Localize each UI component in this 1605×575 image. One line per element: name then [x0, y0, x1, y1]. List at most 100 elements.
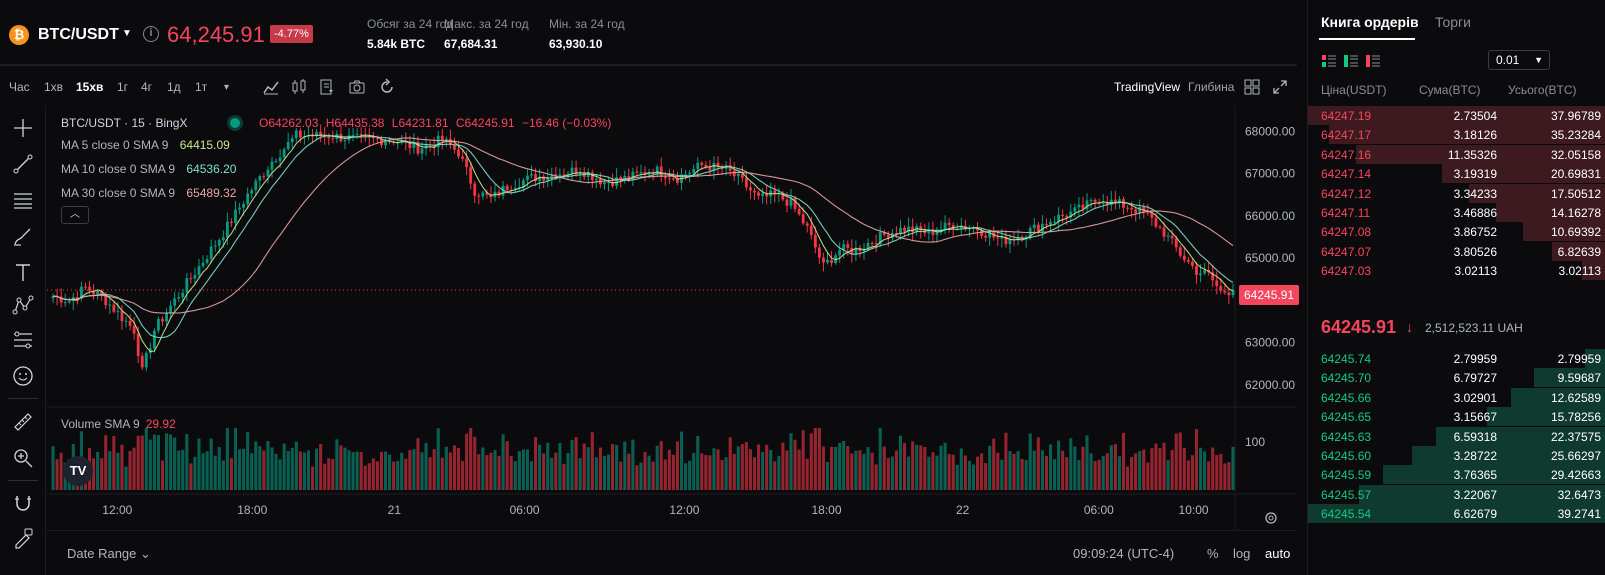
timeframe-time[interactable]: Час	[9, 80, 30, 94]
precision-select[interactable]: 0.01 ▼	[1488, 50, 1550, 70]
candle-body	[157, 319, 160, 331]
candlestick-plot[interactable]: 68000.0067000.0066000.0065000.0064000.00…	[47, 106, 1297, 530]
bid-row[interactable]: 64245.70 6.79727 9.59687	[1308, 368, 1605, 388]
chart-settings-icon[interactable]	[1263, 510, 1279, 526]
row-amount: 3.86752	[1453, 225, 1497, 240]
fullscreen-icon[interactable]	[1271, 78, 1289, 96]
volume-bar	[509, 455, 513, 490]
book-asks-icon[interactable]	[1366, 55, 1380, 67]
depth-bar	[1436, 426, 1605, 446]
chevron-down-icon[interactable]: ▼	[122, 28, 132, 39]
bid-row[interactable]: 64245.63 6.59318 22.37575	[1308, 426, 1605, 446]
ask-row[interactable]: 64247.14 3.19319 20.69831	[1308, 164, 1605, 184]
volume-bar	[254, 441, 258, 490]
depth-tab[interactable]: Глибина	[1188, 80, 1235, 94]
candle-body	[1154, 217, 1158, 227]
row-amount: 3.02901	[1453, 390, 1497, 405]
candle-body	[1158, 226, 1162, 228]
text-tool-icon[interactable]	[11, 260, 35, 284]
tradingview-logo[interactable]: TV	[63, 456, 93, 486]
horizontal-lines-icon[interactable]	[11, 188, 35, 212]
candle-body	[1203, 270, 1207, 274]
book-bids-icon[interactable]	[1344, 55, 1358, 67]
time-tick-label: 12:00	[669, 503, 699, 517]
ask-row[interactable]: 64247.19 2.73504 37.96789	[1308, 106, 1605, 125]
layout-grid-icon[interactable]	[1243, 78, 1261, 96]
ma5-legend[interactable]: MA 5 close 0 SMA 9 64415.09	[61, 138, 230, 152]
volume-bar	[724, 457, 728, 490]
timeframe-4h[interactable]: 4г	[141, 80, 153, 94]
log-scale-button[interactable]: log	[1233, 546, 1251, 561]
timeframe-1d[interactable]: 1д	[167, 80, 181, 94]
ma10-legend[interactable]: MA 10 close 0 SMA 9 64536.20	[61, 162, 236, 176]
candle-body	[753, 190, 756, 193]
timeframe-1w[interactable]: 1т	[195, 80, 208, 94]
volume-bar	[1203, 451, 1207, 490]
lock-drawing-icon[interactable]	[11, 526, 35, 550]
candle-body	[250, 190, 254, 194]
ask-row[interactable]: 64247.12 3.34233 17.50512	[1308, 183, 1605, 203]
indicators-icon[interactable]	[262, 78, 280, 96]
bid-row[interactable]: 64245.54 6.62679 39.2741	[1308, 504, 1605, 524]
volume-bar	[456, 448, 461, 490]
bid-row[interactable]: 64245.57 3.22067 32.6473	[1308, 484, 1605, 504]
candle-body	[375, 138, 379, 140]
candle-type-icon[interactable]	[290, 78, 308, 96]
more-timeframes-icon[interactable]: ▾	[224, 82, 230, 93]
tradingview-tab[interactable]: TradingView	[1114, 80, 1181, 94]
bid-row[interactable]: 64245.66 3.02901 12.62589	[1308, 387, 1605, 407]
row-total: 6.82639	[1557, 244, 1601, 259]
tab-order-book[interactable]: Книга ордерів	[1321, 14, 1419, 30]
bid-row[interactable]: 64245.59 3.76365 29.42663	[1308, 465, 1605, 485]
volume-bar	[943, 442, 947, 490]
timeframe-15m[interactable]: 15хв	[76, 80, 104, 94]
price-chart[interactable]: 68000.0067000.0066000.0065000.0064000.00…	[47, 106, 1300, 575]
volume-bar	[858, 450, 862, 490]
pair-selector[interactable]: BTC/USDT	[38, 26, 119, 43]
volume-bar	[404, 458, 408, 490]
bid-row[interactable]: 64245.74 2.79959 2.79959	[1308, 349, 1605, 368]
ask-row[interactable]: 64247.03 3.02113 3.02113	[1308, 261, 1605, 281]
ask-row[interactable]: 64247.07 3.80526 6.82639	[1308, 241, 1605, 261]
candle-body	[1000, 236, 1004, 239]
volume-bar	[513, 461, 517, 490]
ask-row[interactable]: 64247.08 3.86752 10.69392	[1308, 222, 1605, 242]
bid-row[interactable]: 64245.60 3.28722 25.66297	[1308, 446, 1605, 465]
crosshair-icon[interactable]	[11, 116, 35, 140]
volume-bar	[1000, 459, 1004, 490]
ask-row[interactable]: 64247.16 11.35326 32.05158	[1308, 144, 1605, 164]
timeframe-1m[interactable]: 1хв	[44, 80, 64, 94]
brush-icon[interactable]	[11, 224, 35, 248]
collapse-legend-button[interactable]: ︿	[61, 206, 89, 224]
candle-body	[112, 304, 116, 312]
percent-scale-button[interactable]: %	[1207, 546, 1219, 561]
pattern-icon[interactable]	[11, 294, 35, 318]
zoom-in-icon[interactable]	[11, 446, 35, 470]
camera-icon[interactable]	[348, 78, 366, 96]
templates-icon[interactable]	[318, 78, 336, 96]
volume-bar	[627, 453, 631, 490]
reset-icon[interactable]	[378, 78, 396, 96]
volume-bar	[266, 441, 270, 490]
row-total: 32.6473	[1557, 487, 1601, 502]
tab-trades[interactable]: Торги	[1435, 14, 1471, 30]
ruler-icon[interactable]	[11, 410, 35, 434]
trend-line-icon[interactable]	[11, 152, 35, 176]
auto-scale-button[interactable]: auto	[1265, 546, 1291, 561]
date-range-button[interactable]: Date Range ⌄	[67, 546, 151, 561]
candle-body	[262, 176, 266, 178]
volume-legend[interactable]: Volume SMA 9 29.92	[61, 417, 176, 431]
info-icon[interactable]: i	[143, 26, 159, 42]
timezone-clock[interactable]: 09:09:24 (UTC-4)	[1073, 546, 1175, 561]
emoji-icon[interactable]	[11, 364, 35, 388]
book-both-icon[interactable]	[1322, 55, 1336, 67]
volume-bar	[1162, 442, 1166, 490]
ask-row[interactable]: 64247.17 3.18126 35.23284	[1308, 125, 1605, 145]
bid-row[interactable]: 64245.65 3.15667 15.78256	[1308, 407, 1605, 427]
ma30-legend[interactable]: MA 30 close 0 SMA 9 65489.32	[61, 186, 236, 200]
fib-icon[interactable]	[11, 328, 35, 352]
candle-body	[173, 298, 177, 306]
timeframe-1h[interactable]: 1г	[117, 80, 129, 94]
magnet-icon[interactable]	[11, 492, 35, 516]
ask-row[interactable]: 64247.11 3.46886 14.16278	[1308, 203, 1605, 222]
